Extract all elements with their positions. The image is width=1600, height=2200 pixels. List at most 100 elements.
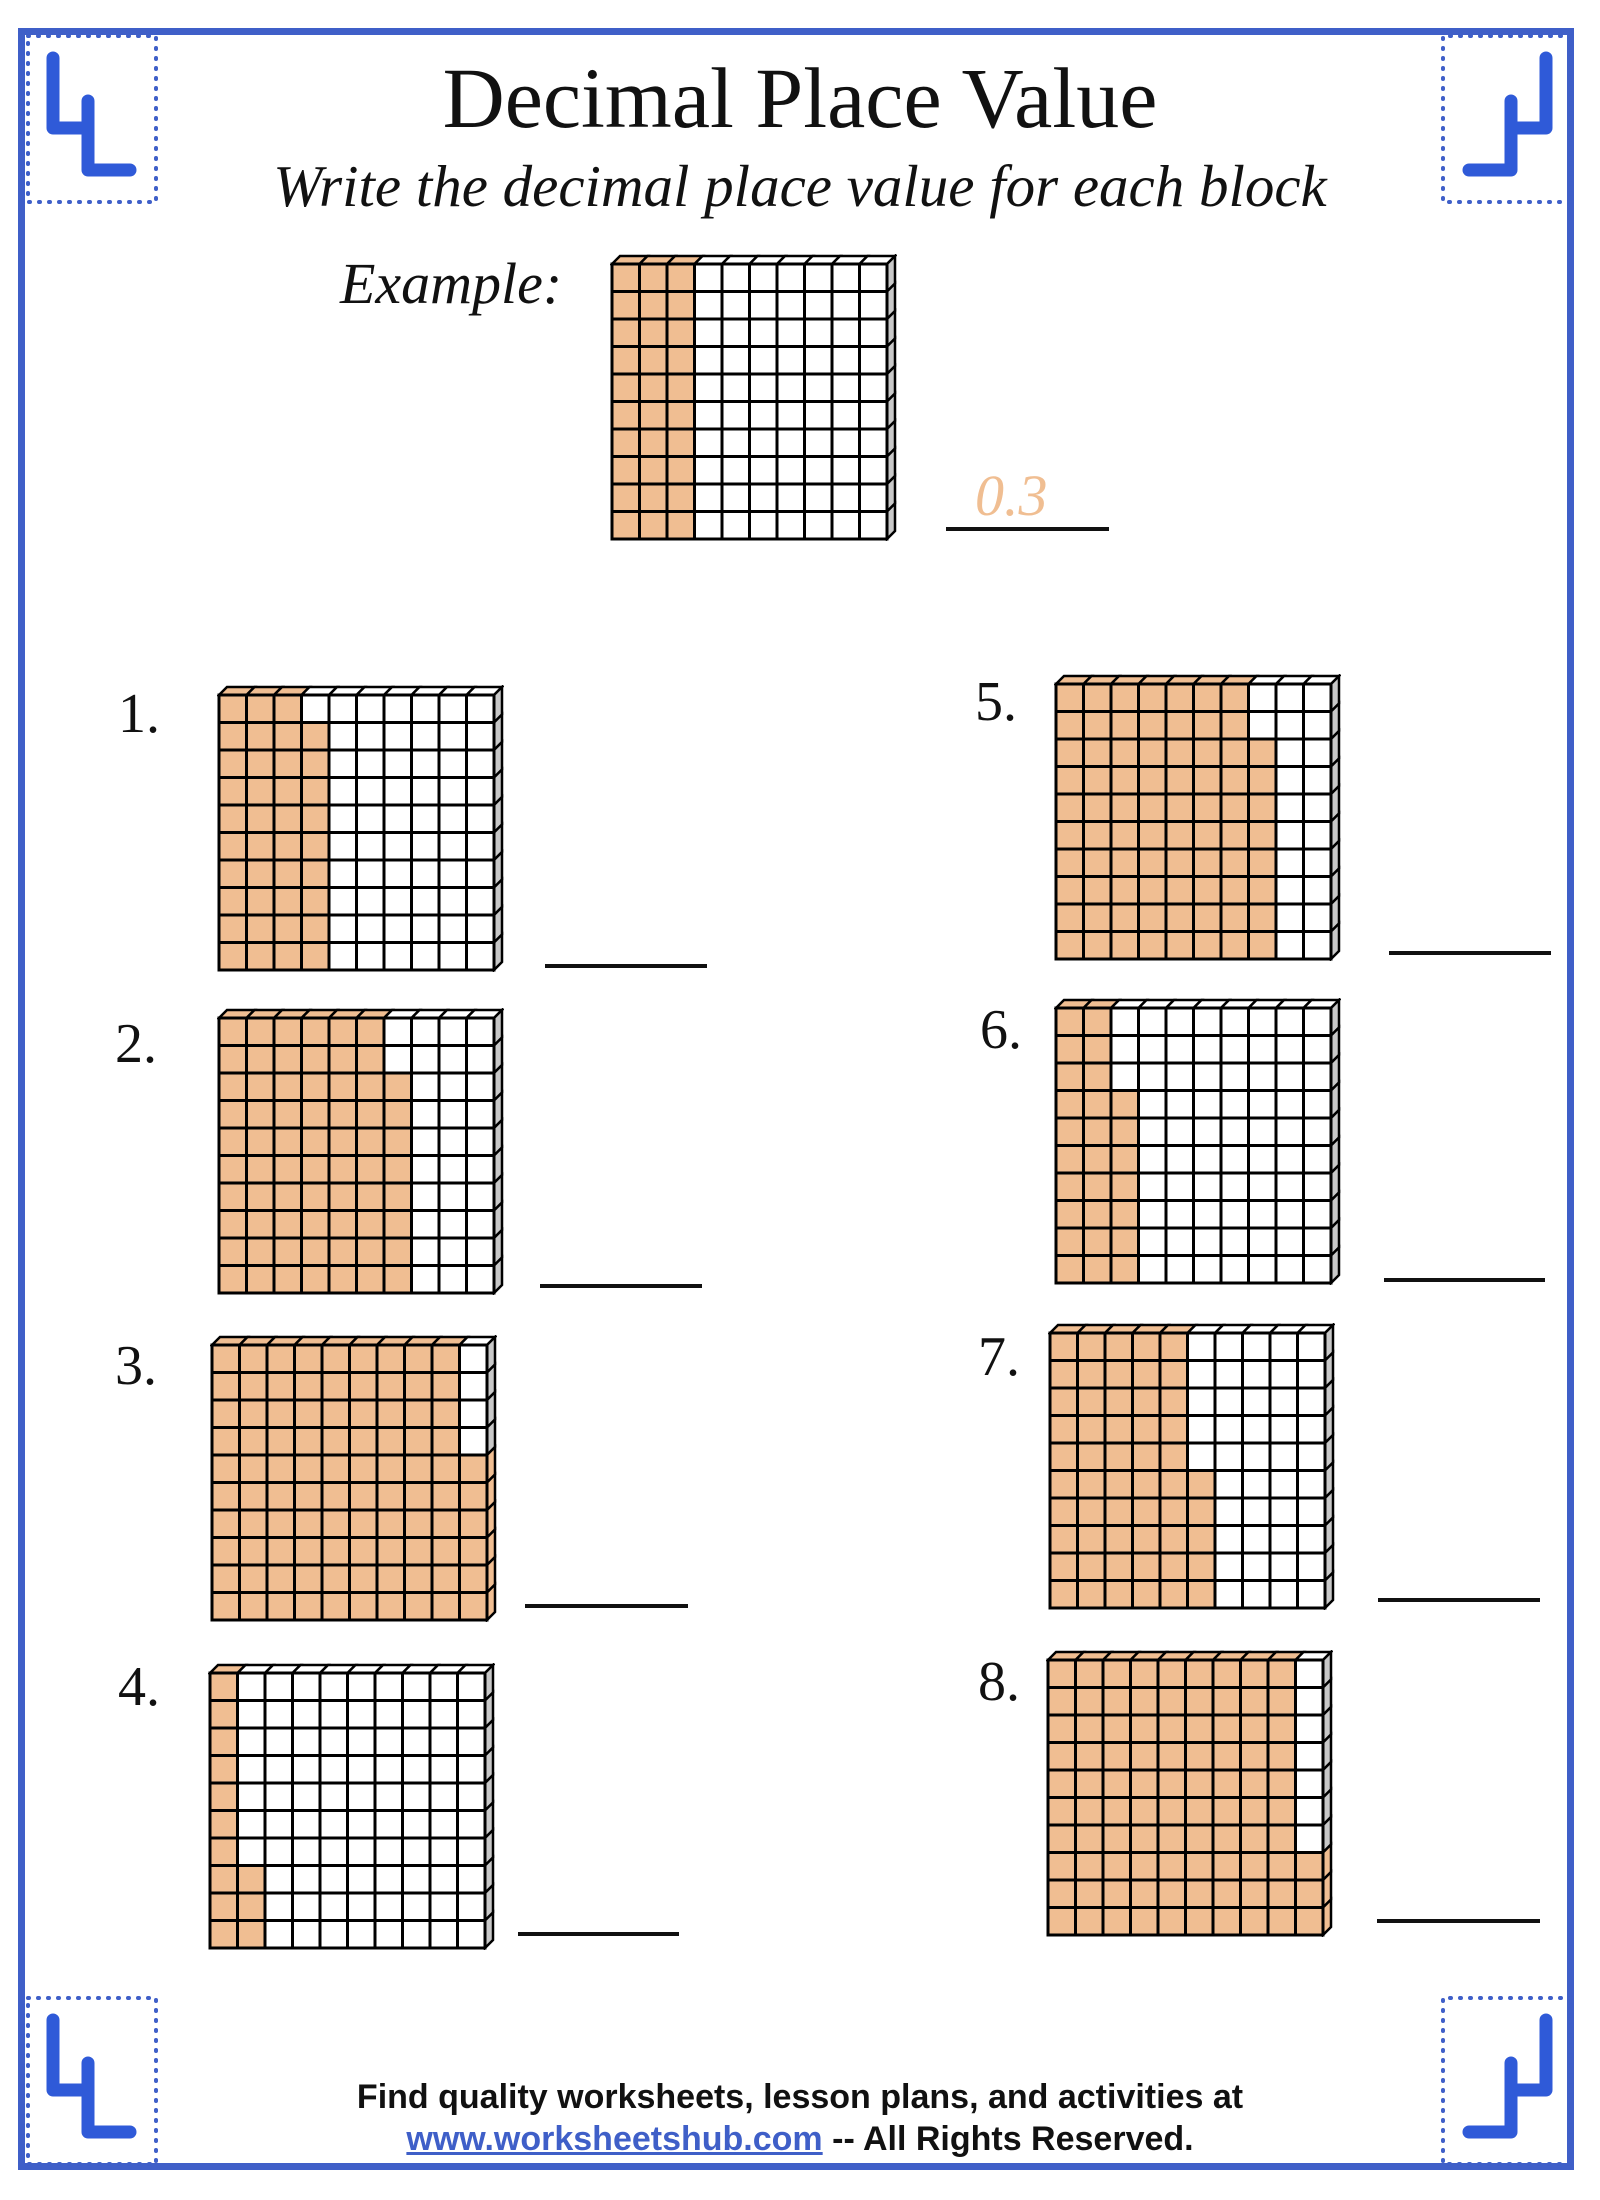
empty-cell xyxy=(1302,792,1333,823)
filled-cell xyxy=(610,455,641,486)
filled-cell xyxy=(272,1044,303,1075)
answer-line[interactable] xyxy=(1389,951,1551,955)
empty-cell xyxy=(1247,682,1278,713)
empty-cell xyxy=(263,1919,294,1950)
filled-cell xyxy=(1247,737,1278,768)
filled-cell xyxy=(1103,1359,1134,1390)
filled-cell xyxy=(210,1426,241,1457)
filled-cell xyxy=(1074,1796,1105,1827)
empty-cell xyxy=(748,345,779,376)
answer-line[interactable] xyxy=(518,1932,679,1936)
filled-cell xyxy=(1082,820,1113,851)
empty-cell xyxy=(1302,1171,1333,1202)
filled-cell xyxy=(1164,902,1195,933)
filled-cell xyxy=(610,482,641,513)
empty-cell xyxy=(327,858,358,889)
filled-cell xyxy=(1192,765,1223,796)
filled-cell xyxy=(217,913,248,944)
empty-cell xyxy=(373,1754,404,1785)
filled-cell xyxy=(272,1126,303,1157)
filled-cell xyxy=(272,1071,303,1102)
page-title: Decimal Place Value xyxy=(442,50,1158,146)
filled-cell xyxy=(665,290,696,321)
empty-cell xyxy=(830,400,861,431)
filled-cell xyxy=(375,1536,406,1567)
filled-cell xyxy=(1156,1906,1187,1937)
answer-line[interactable] xyxy=(545,964,707,968)
filled-cell xyxy=(1046,1906,1077,1937)
filled-cell xyxy=(382,1154,413,1185)
filled-cell xyxy=(1054,1171,1085,1202)
empty-cell xyxy=(720,290,751,321)
empty-cell xyxy=(748,290,779,321)
empty-cell xyxy=(236,1781,267,1812)
filled-cell xyxy=(1131,1386,1162,1417)
empty-cell xyxy=(327,776,358,807)
filled-cell xyxy=(1158,1414,1189,1445)
answer-line[interactable] xyxy=(540,1284,702,1288)
filled-cell xyxy=(1074,1741,1105,1772)
empty-cell xyxy=(410,1181,441,1212)
empty-cell xyxy=(1192,1171,1223,1202)
empty-cell xyxy=(410,1236,441,1267)
empty-cell xyxy=(263,1699,294,1730)
empty-cell xyxy=(693,345,724,376)
empty-cell xyxy=(382,941,413,972)
empty-cell xyxy=(1213,1551,1244,1582)
filled-cell xyxy=(1219,902,1250,933)
hundredths-block xyxy=(215,683,506,977)
empty-cell xyxy=(1302,1254,1333,1285)
empty-cell xyxy=(748,482,779,513)
filled-cell xyxy=(300,1044,331,1075)
filled-cell xyxy=(610,427,641,458)
empty-cell xyxy=(428,1864,459,1895)
empty-cell xyxy=(428,1919,459,1950)
empty-cell xyxy=(346,1864,377,1895)
empty-cell xyxy=(1268,1496,1299,1527)
filled-cell xyxy=(1156,1878,1187,1909)
empty-cell xyxy=(428,1754,459,1785)
website-link[interactable]: www.worksheetshub.com xyxy=(406,2120,823,2158)
filled-cell xyxy=(1294,1851,1325,1882)
empty-cell xyxy=(858,345,889,376)
answer-line[interactable] xyxy=(525,1604,688,1608)
empty-cell xyxy=(1302,1006,1333,1037)
empty-cell xyxy=(263,1781,294,1812)
filled-cell xyxy=(1266,1741,1297,1772)
filled-cell xyxy=(1048,1331,1079,1362)
filled-cell xyxy=(1076,1469,1107,1500)
empty-cell xyxy=(1274,1034,1305,1065)
filled-cell xyxy=(403,1563,434,1594)
empty-cell xyxy=(1274,792,1305,823)
filled-cell xyxy=(375,1453,406,1484)
filled-cell xyxy=(1101,1878,1132,1909)
empty-cell xyxy=(410,1154,441,1185)
answer-line[interactable] xyxy=(1377,1919,1540,1923)
answer-line[interactable] xyxy=(1378,1598,1540,1602)
empty-cell xyxy=(1274,847,1305,878)
empty-cell xyxy=(720,427,751,458)
empty-cell xyxy=(410,693,441,724)
filled-cell xyxy=(1192,820,1223,851)
filled-cell xyxy=(1129,1658,1160,1689)
empty-cell xyxy=(263,1836,294,1867)
filled-cell xyxy=(1101,1686,1132,1717)
empty-cell xyxy=(693,262,724,293)
empty-cell xyxy=(437,1126,468,1157)
filled-cell xyxy=(245,886,276,917)
empty-cell xyxy=(693,317,724,348)
filled-cell xyxy=(210,1453,241,1484)
answer-line[interactable] xyxy=(1384,1278,1545,1282)
filled-cell xyxy=(665,345,696,376)
filled-cell xyxy=(1129,1796,1160,1827)
empty-cell xyxy=(291,1891,322,1922)
empty-cell xyxy=(1164,1034,1195,1065)
empty-cell xyxy=(401,1699,432,1730)
empty-cell xyxy=(1213,1496,1244,1527)
empty-cell xyxy=(236,1754,267,1785)
empty-cell xyxy=(1164,1144,1195,1175)
filled-cell xyxy=(217,858,248,889)
filled-cell xyxy=(1186,1469,1217,1500)
filled-cell xyxy=(610,262,641,293)
filled-cell xyxy=(1266,1878,1297,1909)
